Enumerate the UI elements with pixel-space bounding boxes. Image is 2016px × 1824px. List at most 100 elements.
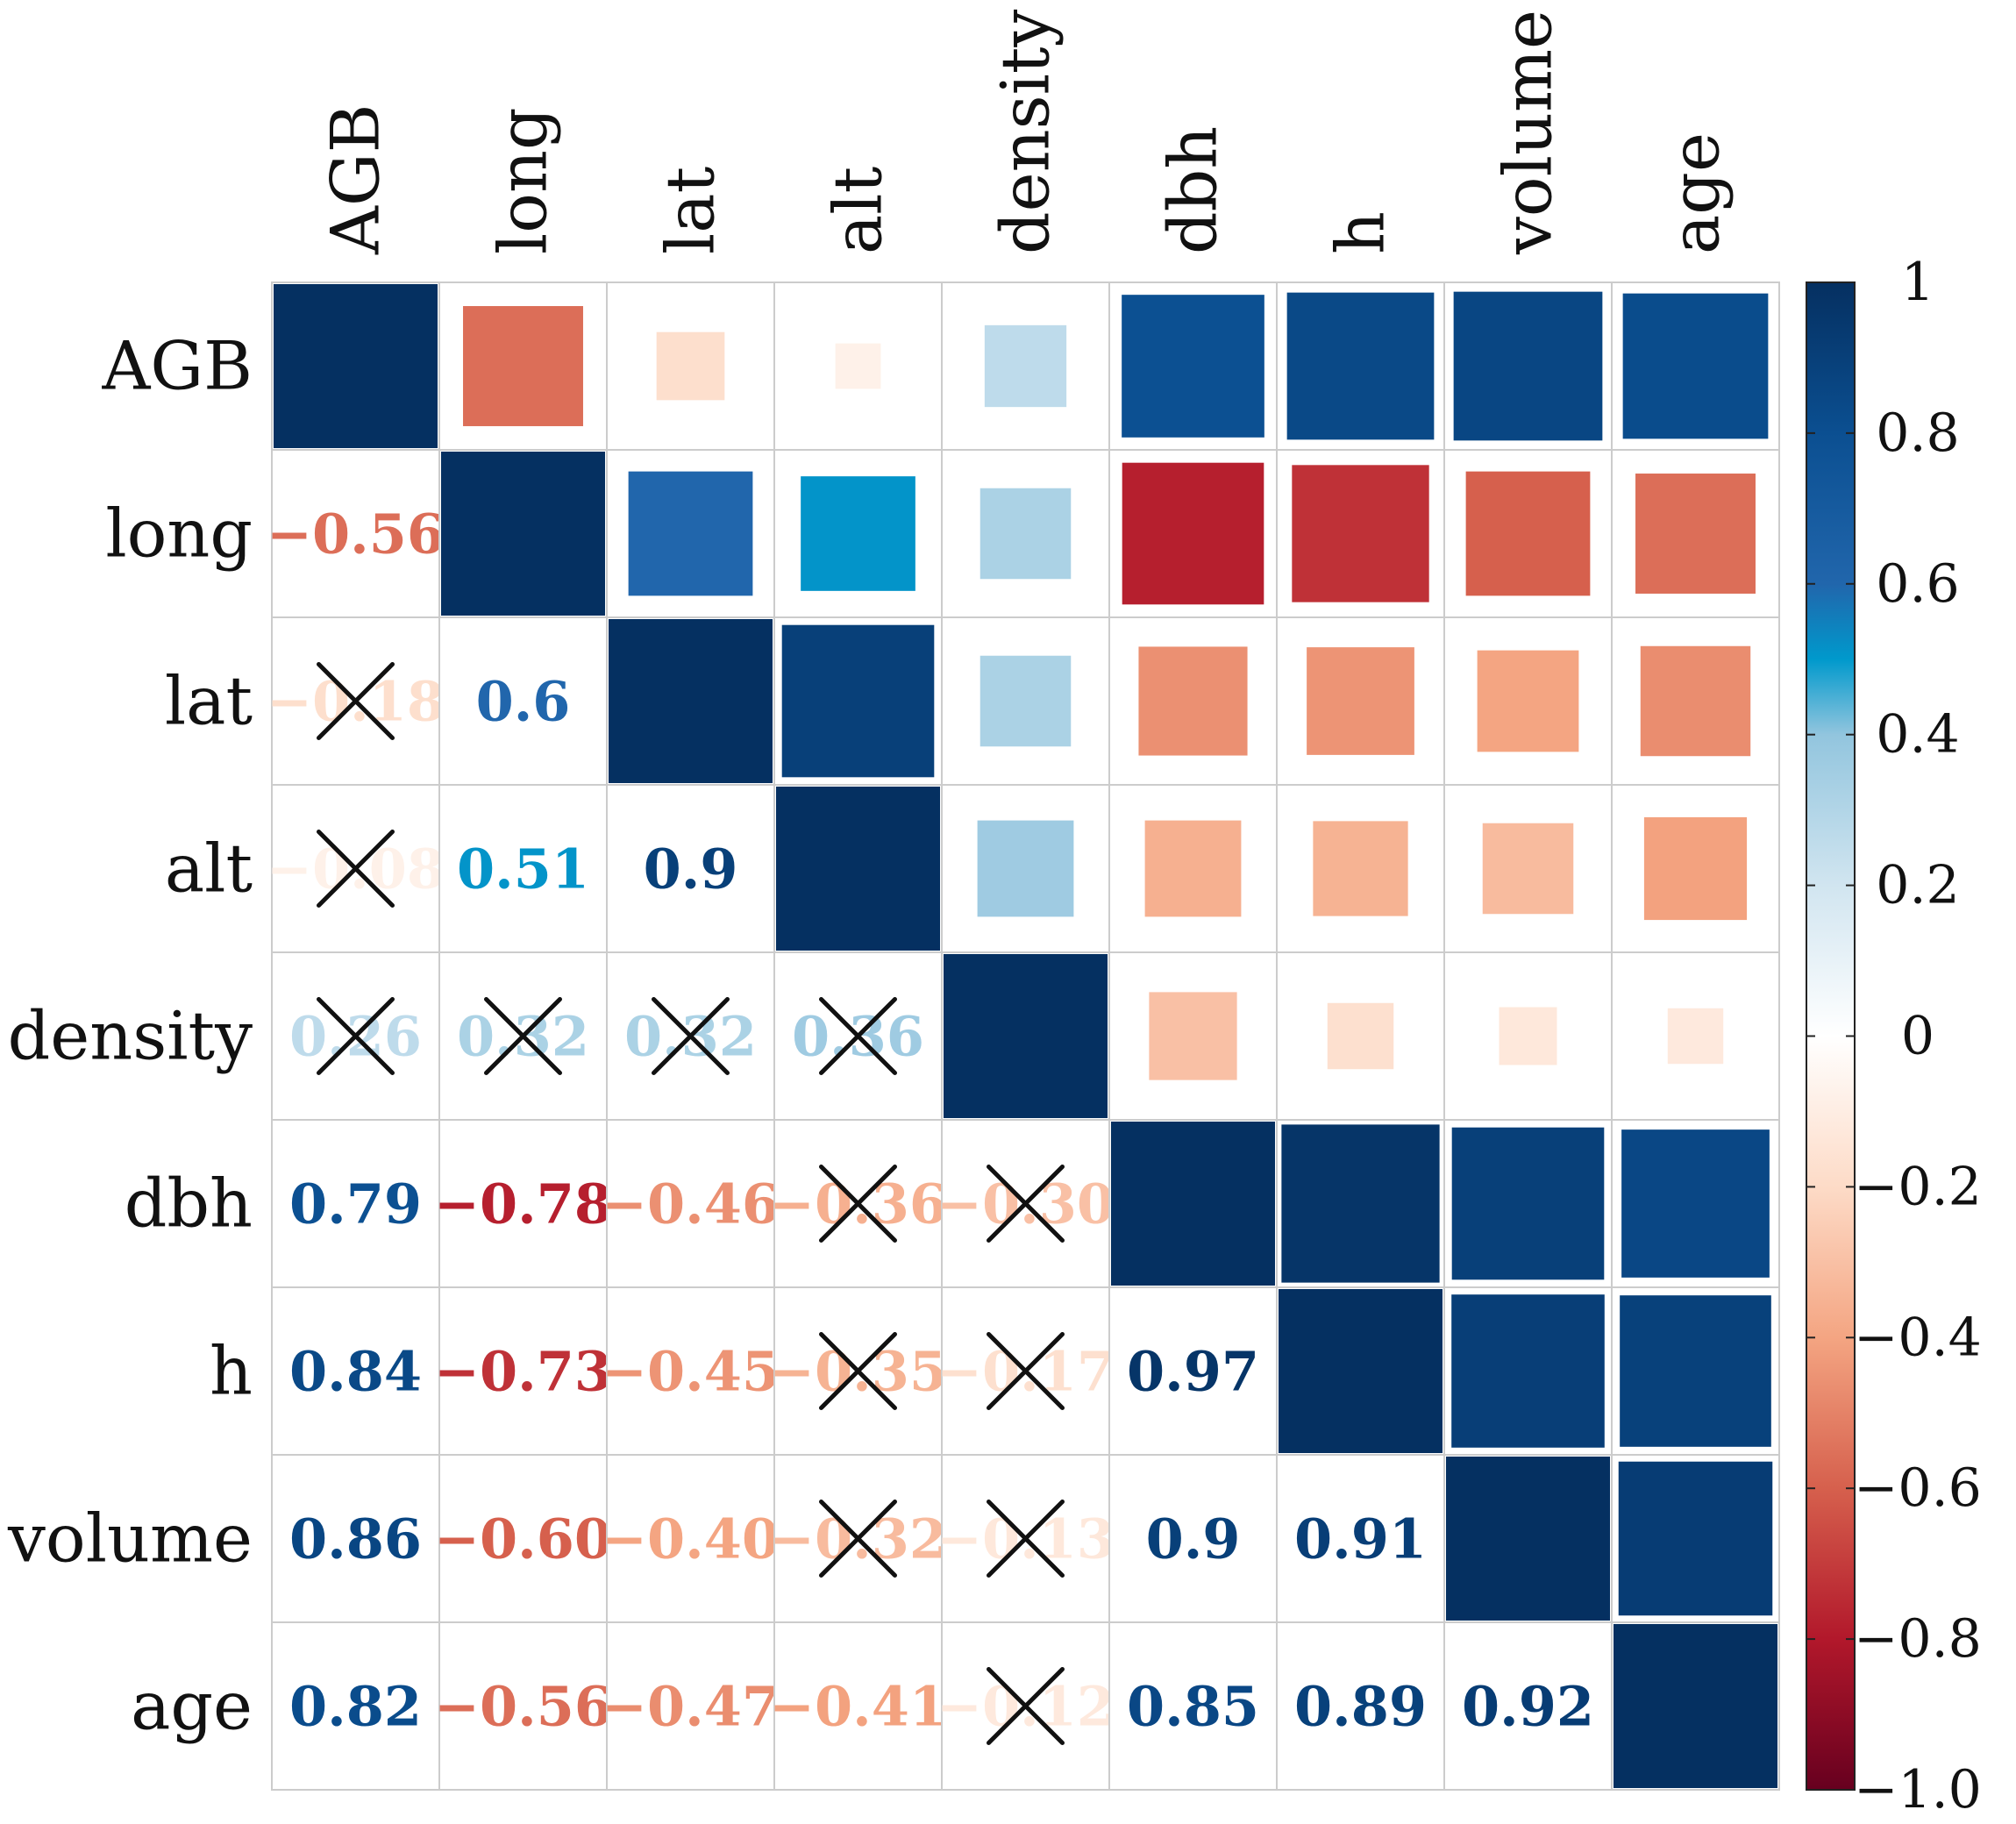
correlation-value: 0.82: [289, 1675, 422, 1739]
cell-dbh-long: −0.78: [434, 1119, 612, 1288]
cell-AGB-AGB: [271, 281, 440, 451]
correlation-square: [1635, 474, 1756, 594]
correlation-square: [1667, 1008, 1724, 1065]
correlation-value: −0.73: [434, 1340, 612, 1404]
cell-alt-volume: [1443, 784, 1613, 953]
column-label-alt: alt: [819, 167, 897, 254]
correlation-value: 0.79: [289, 1172, 422, 1236]
diagonal-square: [1111, 1122, 1275, 1286]
cell-alt-AGB: −0.08: [267, 784, 445, 953]
cell-alt-age: [1611, 784, 1780, 953]
correlation-square: [1622, 293, 1769, 439]
cell-age-lat: −0.47: [602, 1621, 780, 1791]
cell-alt-density: [941, 784, 1110, 953]
diagonal-square: [1279, 1289, 1443, 1453]
cell-border: [438, 1454, 608, 1623]
cell-long-age: [1611, 449, 1780, 618]
diagonal-square: [274, 284, 438, 448]
cell-age-dbh: 0.85: [1108, 1621, 1278, 1791]
correlation-value: 0.84: [289, 1340, 422, 1404]
colorbar-tick-label: 0.2: [1876, 855, 1959, 916]
correlation-value: 0.97: [1127, 1340, 1259, 1404]
cell-border: [941, 449, 1110, 618]
correlation-square: [1451, 1294, 1605, 1448]
cell-h-volume: [1443, 1286, 1613, 1456]
correlation-square: [1307, 647, 1414, 755]
cell-density-long: 0.32: [438, 951, 608, 1121]
cell-dbh-h: [1276, 1119, 1445, 1288]
correlation-value: 0.9: [644, 837, 738, 901]
cell-border: [606, 1454, 775, 1623]
row-label-AGB: AGB: [102, 327, 253, 405]
correlation-value: −0.40: [602, 1507, 780, 1571]
correlation-square: [1465, 471, 1591, 596]
cell-border: [773, 1621, 943, 1791]
cell-volume-density: −0.13: [937, 1454, 1115, 1623]
insignificant-cross-icon: [987, 1500, 1065, 1578]
cell-lat-volume: [1443, 616, 1613, 786]
cell-volume-lat: −0.40: [602, 1454, 780, 1623]
cell-volume-dbh: 0.9: [1108, 1454, 1278, 1623]
cell-border: [1276, 1454, 1445, 1623]
cell-long-alt: [773, 449, 943, 618]
insignificant-cross-icon: [987, 1667, 1065, 1745]
correlation-square: [1327, 1002, 1394, 1070]
correlation-square: [1621, 1129, 1770, 1278]
cell-h-alt: −0.35: [769, 1286, 947, 1456]
correlation-value: 0.85: [1127, 1675, 1259, 1739]
correlation-square: [1149, 992, 1237, 1080]
cell-h-long: −0.73: [434, 1286, 612, 1456]
correlation-square: [781, 624, 935, 778]
cell-dbh-alt: −0.36: [769, 1119, 947, 1288]
insignificant-cross-icon: [652, 997, 730, 1075]
cell-dbh-density: −0.30: [937, 1119, 1115, 1288]
correlation-square: [1122, 295, 1264, 438]
correlation-square: [1138, 646, 1248, 756]
column-label-volume: volume: [1489, 10, 1567, 255]
cell-lat-alt: [773, 616, 943, 786]
correlation-value: 0.86: [289, 1507, 422, 1571]
correlation-square: [1286, 292, 1435, 440]
colorbar-tick-label: −0.6: [1854, 1457, 1982, 1519]
cell-border: [438, 784, 608, 953]
row-label-dbh: dbh: [125, 1165, 253, 1243]
cell-lat-age: [1611, 616, 1780, 786]
cell-border: [1108, 1286, 1278, 1456]
correlation-value: −0.46: [602, 1172, 780, 1236]
cell-AGB-dbh: [1108, 281, 1278, 451]
colorbar-tick-label: −0.2: [1854, 1156, 1982, 1217]
cell-density-AGB: 0.26: [271, 951, 440, 1121]
column-label-density: density: [987, 10, 1065, 254]
correlation-value: −0.45: [602, 1340, 780, 1404]
cell-h-age: [1611, 1286, 1780, 1456]
correlation-square: [1144, 820, 1242, 917]
colorbar-tick-label: 0.8: [1876, 403, 1959, 464]
correlation-square: [984, 324, 1067, 408]
colorbar-tick-label: 0: [1901, 1006, 1934, 1067]
correlation-square: [656, 331, 725, 401]
row-label-long: long: [105, 495, 253, 573]
correlation-square: [1451, 1127, 1605, 1280]
correlation-square: [1482, 823, 1574, 915]
cell-border: [438, 1119, 608, 1288]
row-label-volume: volume: [7, 1500, 253, 1578]
correlation-square: [977, 820, 1074, 917]
cell-volume-alt: −0.32: [769, 1454, 947, 1623]
cell-age-age: [1611, 1621, 1780, 1791]
cell-h-AGB: 0.84: [271, 1286, 440, 1456]
cell-volume-h: 0.91: [1276, 1454, 1445, 1623]
insignificant-cross-icon: [987, 1332, 1065, 1410]
cell-age-density: −0.12: [937, 1621, 1115, 1791]
cell-border: [1276, 1621, 1445, 1791]
cell-border: [1443, 1621, 1613, 1791]
variable-labels: AGB AGB long long lat lat alt alt density density…: [7, 10, 1735, 1745]
row-label-h: h: [210, 1332, 253, 1410]
insignificant-cross-icon: [819, 1500, 897, 1578]
colorbar: 1 0.8 0.6 0.4 0.2 0 −0.2 −0.4 −0.6 −0.8 −1.0: [1806, 252, 1982, 1820]
cell-age-alt: −0.41: [769, 1621, 947, 1791]
cell-border: [606, 1119, 775, 1288]
correlation-square: [463, 306, 583, 426]
correlation-square: [1640, 645, 1751, 757]
column-label-long: long: [484, 107, 562, 254]
